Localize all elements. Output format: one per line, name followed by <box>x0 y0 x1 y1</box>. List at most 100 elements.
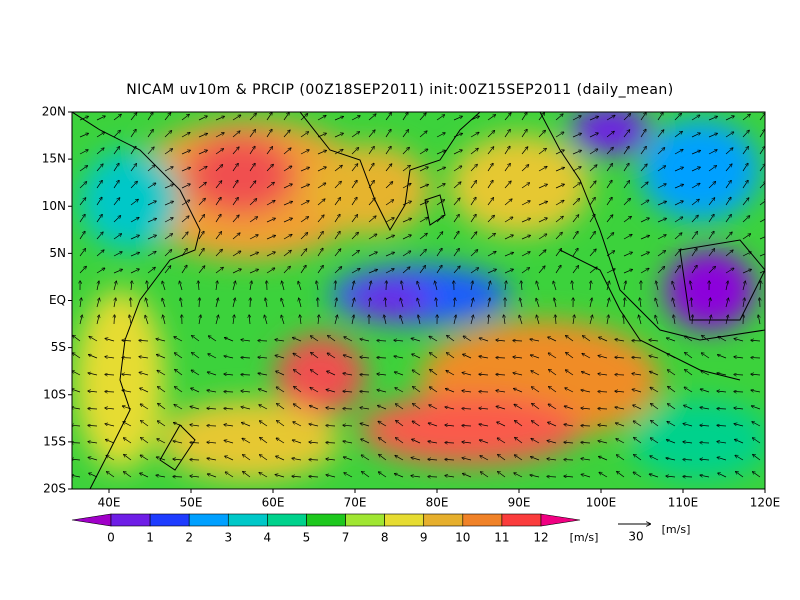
wind-arrow <box>553 281 557 291</box>
wind-arrow <box>114 315 115 325</box>
wind-arrow <box>419 249 426 257</box>
wind-arrow <box>309 442 319 443</box>
wind-arrow <box>317 183 326 189</box>
wind-arrow <box>181 265 187 274</box>
wind-arrow <box>725 250 733 257</box>
wind-arrow <box>708 231 714 240</box>
wind-arrow <box>198 249 204 257</box>
wind-arrow <box>379 438 387 444</box>
wind-arrow <box>377 340 387 341</box>
wind-arrow <box>277 421 285 427</box>
wind-arrow <box>351 281 354 291</box>
wind-arrow <box>294 370 302 376</box>
wind-arrow <box>657 148 665 155</box>
wind-arrow <box>582 372 591 376</box>
wind-arrow <box>317 133 326 138</box>
wind-arrow <box>300 201 309 206</box>
wind-arrow <box>199 298 200 308</box>
wind-arrow <box>589 315 592 325</box>
wind-arrow <box>753 455 761 461</box>
wind-arrow <box>147 281 148 291</box>
wind-arrow <box>88 442 98 443</box>
wind-arrow <box>759 235 765 240</box>
wind-arrow <box>515 438 523 444</box>
colorbar-box <box>267 513 307 527</box>
wind-arrow <box>266 129 272 138</box>
wind-arrow <box>589 149 598 155</box>
wind-arrow <box>606 164 612 172</box>
wind-arrow <box>344 457 353 461</box>
wind-arrow <box>299 298 302 308</box>
wind-arrow <box>294 404 302 410</box>
wind-arrow <box>589 198 595 206</box>
wind-arrow <box>606 215 613 223</box>
wind-arrow <box>96 250 104 257</box>
wind-arrow <box>264 315 268 325</box>
wind-arrow <box>298 281 302 291</box>
wind-arrow <box>181 150 190 155</box>
wind-arrow <box>555 315 556 325</box>
wind-arrow <box>343 441 353 443</box>
wind-arrow <box>487 163 493 172</box>
wind-arrow <box>573 315 574 325</box>
wind-arrow <box>243 455 251 461</box>
lat-label: 15N <box>42 152 66 166</box>
colorbar-label: 1 <box>146 531 154 545</box>
wind-arrow <box>436 248 442 257</box>
wind-arrow <box>79 150 88 155</box>
wind-arrow <box>504 252 513 257</box>
wind-arrow <box>207 442 217 443</box>
wind-arrow <box>555 232 562 240</box>
wind-arrow <box>479 424 489 426</box>
colorbar: 0 1 2 3 4 5 7 8 9 10 11 12 [m/s] <box>71 513 598 545</box>
wind-arrow <box>691 232 697 240</box>
wind-arrow <box>555 265 561 274</box>
wind-arrow <box>283 218 292 223</box>
wind-arrow <box>361 439 370 444</box>
wind-arrow <box>258 357 268 358</box>
wind-arrow <box>326 442 336 443</box>
wind-arrow <box>702 353 710 359</box>
wind-arrow <box>742 181 748 189</box>
wind-arrow <box>735 439 744 444</box>
wind-arrow <box>208 474 217 478</box>
wind-arrow <box>504 181 511 189</box>
wind-arrow <box>335 281 336 291</box>
wind-arrow <box>351 251 359 257</box>
wind-arrow <box>123 422 132 427</box>
wind-arrow <box>742 269 751 274</box>
wind-arrow <box>718 473 727 478</box>
wind-arrow <box>428 441 438 443</box>
wind-arrow <box>360 391 370 392</box>
wind-arrow <box>470 148 478 155</box>
wind-arrow <box>685 353 693 359</box>
wind-arrow <box>657 235 666 240</box>
wind-arrow <box>617 472 625 478</box>
wind-arrow <box>742 216 750 223</box>
wind-arrow <box>249 315 250 325</box>
wind-arrow <box>300 132 308 138</box>
wind-arrow <box>481 472 489 478</box>
wind-arrow <box>436 150 445 155</box>
wind-arrow <box>623 130 630 138</box>
wind-arrow <box>708 249 714 257</box>
wind-arrow <box>368 198 375 206</box>
wind-arrow <box>385 252 394 257</box>
wind-arrow <box>72 407 81 409</box>
wind-arrow <box>564 424 574 426</box>
wind-arrow <box>735 455 744 461</box>
wind-arrow <box>158 421 166 427</box>
wind-arrow <box>759 269 765 274</box>
wind-arrow <box>344 337 353 342</box>
colorbar-label: 4 <box>264 531 272 545</box>
wind-arrow <box>598 441 608 444</box>
wind-arrow <box>266 164 273 172</box>
wind-arrow <box>96 164 103 172</box>
wind-arrow <box>293 422 302 427</box>
wind-arrow <box>96 116 105 121</box>
wind-arrow <box>266 147 272 155</box>
wind-arrow <box>190 476 200 477</box>
wind-arrow <box>479 338 489 342</box>
wind-arrow <box>655 298 659 308</box>
wind-arrow <box>207 390 217 392</box>
